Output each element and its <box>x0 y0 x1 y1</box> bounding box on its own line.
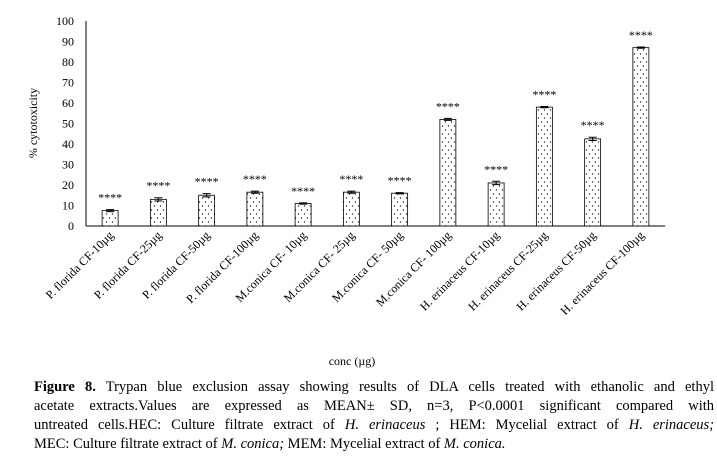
significance-label: **** <box>243 172 267 186</box>
error-bar <box>347 190 356 194</box>
significance-label: **** <box>146 179 170 193</box>
significance-label: **** <box>98 191 122 205</box>
significance-label: **** <box>629 28 653 42</box>
y-tick-label: 0 <box>68 219 74 233</box>
bar <box>535 106 553 227</box>
significance-label: **** <box>291 184 315 198</box>
bar <box>101 210 119 227</box>
error-bar <box>250 190 259 194</box>
bar <box>294 203 312 227</box>
chart: % cytotoxicity conc (µg) 0 10 20 30 40 50 60 70… <box>26 14 665 368</box>
bar <box>439 119 457 227</box>
caption-text: Figure 8. <box>34 379 96 395</box>
y-tick-label: 60 <box>62 96 74 110</box>
error-bar <box>588 136 597 142</box>
caption-text: MEM: Mycelial extract of <box>284 436 444 452</box>
y-tick-label: 50 <box>62 117 74 131</box>
bar <box>342 191 360 227</box>
x-tick-label: H. erinaceus CF-50µg <box>513 228 598 313</box>
y-tick-label: 20 <box>62 178 74 192</box>
bar <box>632 47 650 227</box>
error-bar <box>492 180 501 186</box>
caption-text: untreated cells.HEC: Culture filtrate ex… <box>34 417 345 433</box>
caption-text: H. erinaceus; <box>628 417 715 433</box>
significance-label: **** <box>532 87 556 101</box>
y-tick-label: 70 <box>62 76 74 90</box>
significance-label: **** <box>484 162 508 176</box>
error-bar <box>106 209 115 213</box>
bar <box>198 194 216 227</box>
caption-line: MEC: Culture filtrate extract of M. coni… <box>34 435 714 454</box>
bar <box>149 198 167 227</box>
error-bar <box>540 105 549 109</box>
significance-label: **** <box>195 175 219 189</box>
y-tick-label: 40 <box>62 137 74 151</box>
y-tick-label: 80 <box>62 55 74 69</box>
caption-text: MEC: Culture filtrate extract of <box>34 436 222 452</box>
significance-label: **** <box>436 99 460 113</box>
caption-line: acetate extracts.Values are expressed as… <box>34 397 714 416</box>
bar <box>391 192 409 227</box>
error-bar <box>443 117 452 121</box>
x-tick-label: H. erinaceus CF-25µg <box>465 228 550 313</box>
y-tick-label: 100 <box>56 14 74 28</box>
error-bar <box>299 202 308 205</box>
y-tick-label: 30 <box>62 158 74 172</box>
error-bar <box>154 197 163 202</box>
bar <box>246 191 264 227</box>
caption-text: ; HEM: Mycelial extract of <box>425 417 629 433</box>
x-tick-label: H. erinaceus CF-10µg <box>417 228 502 313</box>
significance-label: **** <box>388 174 412 188</box>
caption-text: H. erinaceus <box>344 417 426 433</box>
y-tick-label: 90 <box>62 35 74 49</box>
bar <box>487 182 505 227</box>
caption-line: Figure 8. Trypan blue exclusion assay sh… <box>34 378 714 397</box>
significance-label: **** <box>581 118 605 132</box>
significance-label: **** <box>339 172 363 186</box>
y-tick-label: 10 <box>62 199 74 213</box>
error-bar <box>636 46 645 49</box>
caption-text: M. conica. <box>443 436 506 452</box>
x-tick-label: H. erinaceus CF-100µg <box>558 228 647 317</box>
y-axis-label: % cytotoxicity <box>26 88 40 158</box>
caption: Figure 8. Trypan blue exclusion assay sh… <box>34 378 714 454</box>
error-bar <box>202 193 211 198</box>
caption-line: untreated cells.HEC: Culture filtrate ex… <box>34 416 714 435</box>
x-axis-label: conc (µg) <box>329 354 376 368</box>
error-bar <box>395 192 404 195</box>
caption-text: Trypan blue exclusion assay showing resu… <box>95 379 714 395</box>
caption-text: M. conica; <box>221 436 285 452</box>
caption-text: acetate extracts.Values are expressed as… <box>34 398 714 414</box>
bar <box>584 138 602 227</box>
